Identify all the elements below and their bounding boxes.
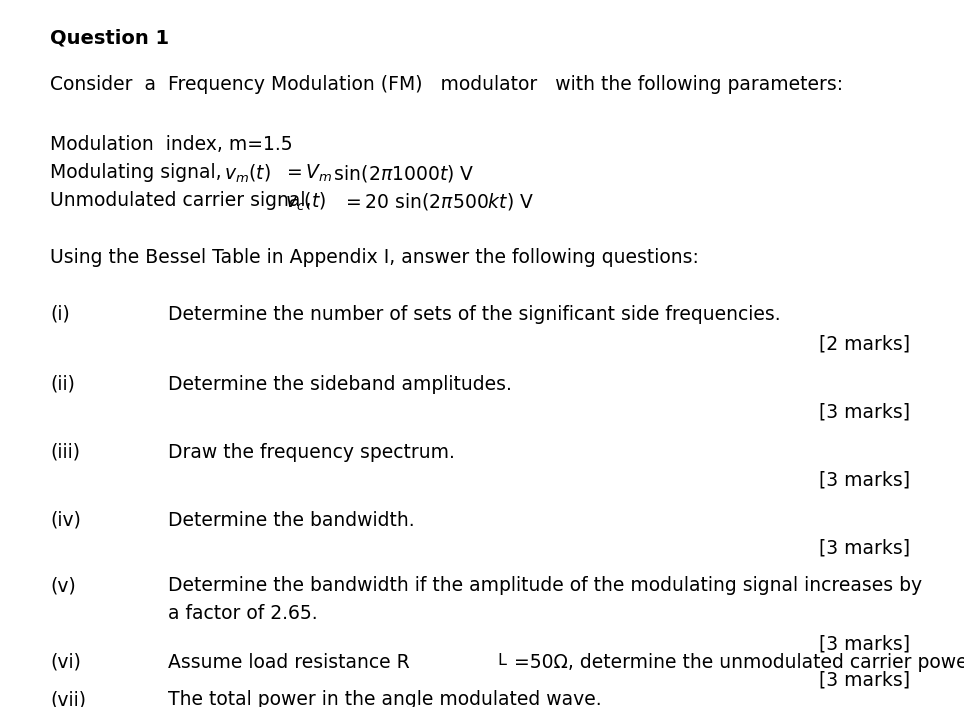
Text: (v): (v): [50, 576, 76, 595]
Text: Using the Bessel Table in Appendix I, answer the following questions:: Using the Bessel Table in Appendix I, an…: [50, 248, 699, 267]
Text: (vi): (vi): [50, 653, 81, 672]
Text: Determine the sideband amplitudes.: Determine the sideband amplitudes.: [168, 375, 512, 394]
Text: (i): (i): [50, 305, 69, 324]
Text: [3 marks]: [3 marks]: [818, 671, 910, 690]
Text: =50Ω, determine the unmodulated carrier power.: =50Ω, determine the unmodulated carrier …: [508, 653, 964, 672]
Text: [3 marks]: [3 marks]: [818, 539, 910, 558]
Text: (ii): (ii): [50, 375, 75, 394]
Text: The total power in the angle modulated wave.: The total power in the angle modulated w…: [168, 690, 602, 707]
Text: [3 marks]: [3 marks]: [818, 634, 910, 653]
Text: $= 20$ sin(2$\pi$500$kt$) V: $= 20$ sin(2$\pi$500$kt$) V: [336, 191, 534, 212]
Text: Determine the bandwidth if the amplitude of the modulating signal increases by: Determine the bandwidth if the amplitude…: [168, 576, 923, 595]
Text: Draw the frequency spectrum.: Draw the frequency spectrum.: [168, 443, 455, 462]
Text: Determine the number of sets of the significant side frequencies.: Determine the number of sets of the sign…: [168, 305, 781, 324]
Text: Question 1: Question 1: [50, 28, 169, 47]
Text: Determine the bandwidth.: Determine the bandwidth.: [168, 511, 415, 530]
Text: (iv): (iv): [50, 511, 81, 530]
Text: Unmodulated carrier signal,: Unmodulated carrier signal,: [50, 191, 324, 210]
Text: $= V_m$: $= V_m$: [277, 163, 333, 185]
Text: [3 marks]: [3 marks]: [818, 403, 910, 422]
Text: Assume load resistance R: Assume load resistance R: [168, 653, 410, 672]
Text: Modulating signal,: Modulating signal,: [50, 163, 228, 182]
Text: L: L: [497, 653, 506, 668]
Text: Consider  a  Frequency Modulation (FM)   modulator   with the following paramete: Consider a Frequency Modulation (FM) mod…: [50, 75, 844, 94]
Text: $v_m(t)$: $v_m(t)$: [224, 163, 271, 185]
Text: a factor of 2.65.: a factor of 2.65.: [168, 604, 317, 623]
Text: [2 marks]: [2 marks]: [818, 335, 910, 354]
Text: sin(2$\pi$1000$t$) V: sin(2$\pi$1000$t$) V: [328, 163, 474, 184]
Text: (vii): (vii): [50, 690, 86, 707]
Text: $v_c(t)$: $v_c(t)$: [285, 191, 326, 214]
Text: [3 marks]: [3 marks]: [818, 471, 910, 490]
Text: (iii): (iii): [50, 443, 80, 462]
Text: Modulation  index, m=1.5: Modulation index, m=1.5: [50, 135, 293, 154]
